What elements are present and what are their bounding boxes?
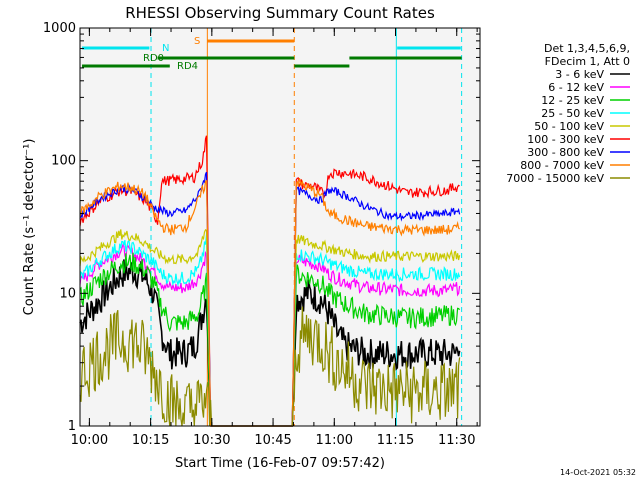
legend-label: 7000 - 15000 keV [506, 172, 604, 185]
x-tick-label: 10:30 [193, 433, 230, 448]
chart-title: RHESSI Observing Summary Count Rates [125, 4, 435, 22]
y-tick-label: 1000 [43, 21, 76, 36]
flag-s-label: S [194, 36, 200, 47]
legend-label: 6 - 12 keV [548, 81, 604, 94]
x-tick-label: 11:30 [438, 433, 475, 448]
y-tick-label: 10 [59, 286, 76, 301]
legend-header-1: Det 1,3,4,5,6,9, [544, 42, 630, 55]
x-tick-label: 10:00 [71, 433, 108, 448]
legend-label: 50 - 100 keV [534, 120, 604, 133]
plot-frame [79, 27, 481, 427]
legend-header-2: FDecim 1, Att 0 [545, 55, 630, 68]
legend-label: 300 - 800 keV [527, 146, 604, 159]
axis-layer: 10:00 10:15 10:30 10:45 11:00 11:15 11:30 1 10 10… [43, 21, 480, 448]
y-tick-label: 100 [51, 154, 76, 169]
flag-n-label: N [162, 43, 169, 54]
legend-label: 3 - 6 keV [555, 68, 604, 81]
flag-rd0-label: RD0 [143, 53, 164, 64]
y-tick-label: 1 [68, 419, 76, 434]
x-tick-label: 10:15 [132, 433, 169, 448]
plot-area [80, 28, 480, 426]
y-axis-label: Count Rate (s⁻¹ detector⁻¹) [22, 139, 37, 316]
flag-rd4-label: RD4 [177, 61, 198, 72]
generated-timestamp: 14-Oct-2021 05:32 [560, 468, 636, 477]
x-tick-label: 10:45 [254, 433, 291, 448]
legend-label: 100 - 300 keV [527, 133, 604, 146]
x-tick-label: 11:15 [377, 433, 414, 448]
x-tick-label: 11:00 [316, 433, 353, 448]
legend: Det 1,3,4,5,6,9, FDecim 1, Att 0 3 - 6 k… [506, 42, 630, 185]
legend-label: 800 - 7000 keV [520, 159, 604, 172]
legend-label: 12 - 25 keV [541, 94, 604, 107]
legend-label: 25 - 50 keV [541, 107, 604, 120]
x-axis-label: Start Time (16-Feb-07 09:57:42) [175, 456, 385, 471]
